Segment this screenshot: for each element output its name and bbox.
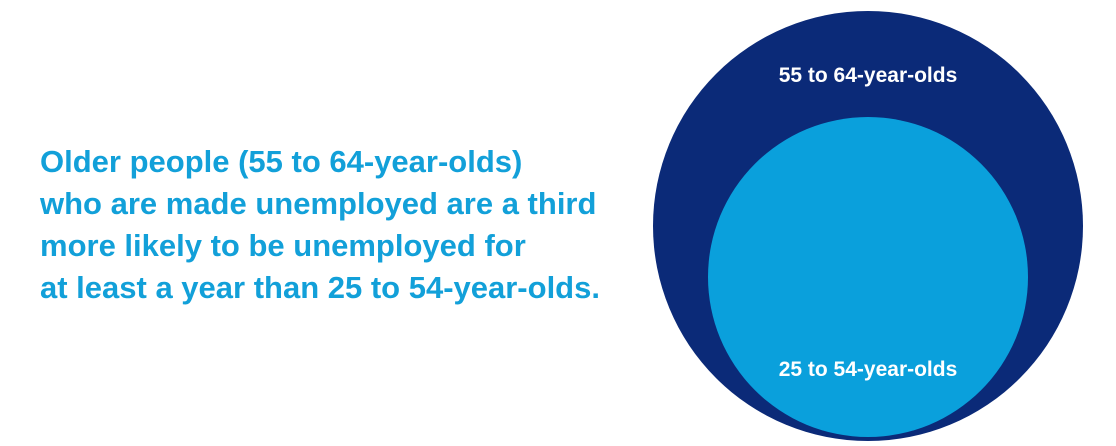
headline-line: more likely to be unemployed for	[40, 228, 526, 263]
headline-line: at least a year than 25 to 54-year-olds.	[40, 270, 600, 305]
headline-line: Older people (55 to 64-year-olds)	[40, 144, 522, 179]
headline-line: who are made unemployed are a third	[39, 186, 596, 221]
headline: Older people (55 to 64-year-olds) who ar…	[39, 144, 600, 305]
inner-circle	[708, 117, 1028, 437]
circle-label: 55 to 64-year-olds	[779, 64, 958, 87]
circle-label: 25 to 54-year-olds	[779, 358, 958, 381]
